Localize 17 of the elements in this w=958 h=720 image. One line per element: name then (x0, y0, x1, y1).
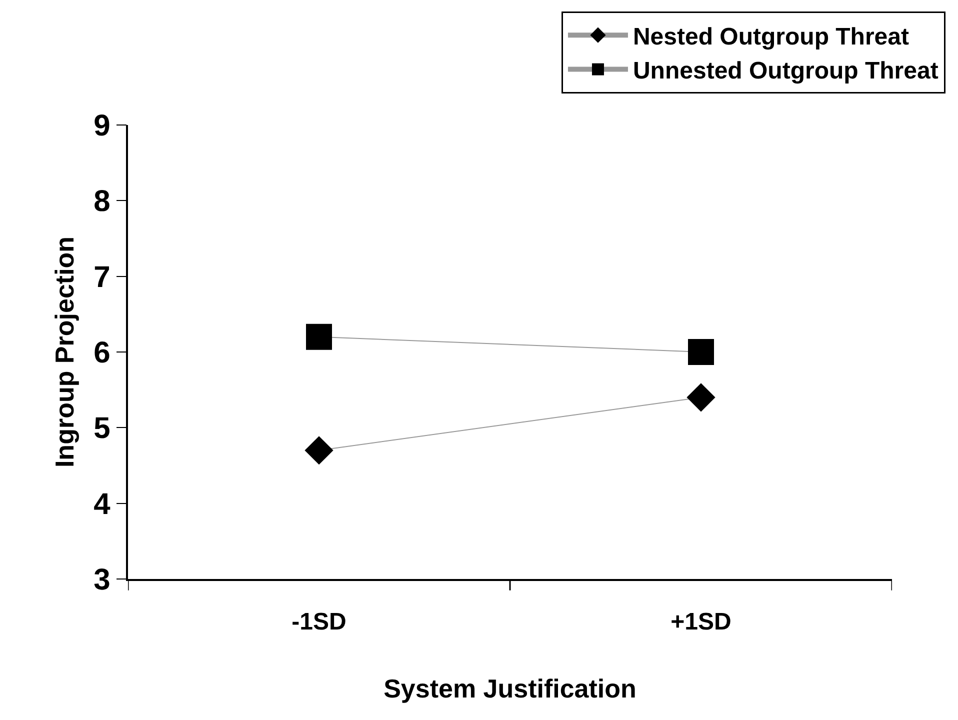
x-tick-label: +1SD (670, 608, 732, 636)
point (306, 324, 332, 350)
point (688, 339, 714, 365)
legend-label: Unnested Outgroup Threat (632, 58, 938, 85)
point (686, 383, 716, 412)
y-tick-label: 4 (94, 488, 111, 521)
y-axis-title: Ingroup Projection (49, 236, 80, 468)
y-tick-label: 9 (94, 110, 110, 142)
y-tick-label: 3 (94, 564, 110, 596)
point (304, 436, 334, 465)
x-axis-title: System Justification (384, 674, 636, 704)
x-tick-label: -1SD (292, 608, 346, 636)
y-tick-label: 6 (94, 336, 110, 370)
y-tick-label: 5 (94, 412, 110, 446)
legend-label: Nested Outgroup Threat (632, 23, 909, 50)
y-tick-label: 7 (94, 260, 110, 294)
y-tick-label: 8 (94, 185, 110, 218)
